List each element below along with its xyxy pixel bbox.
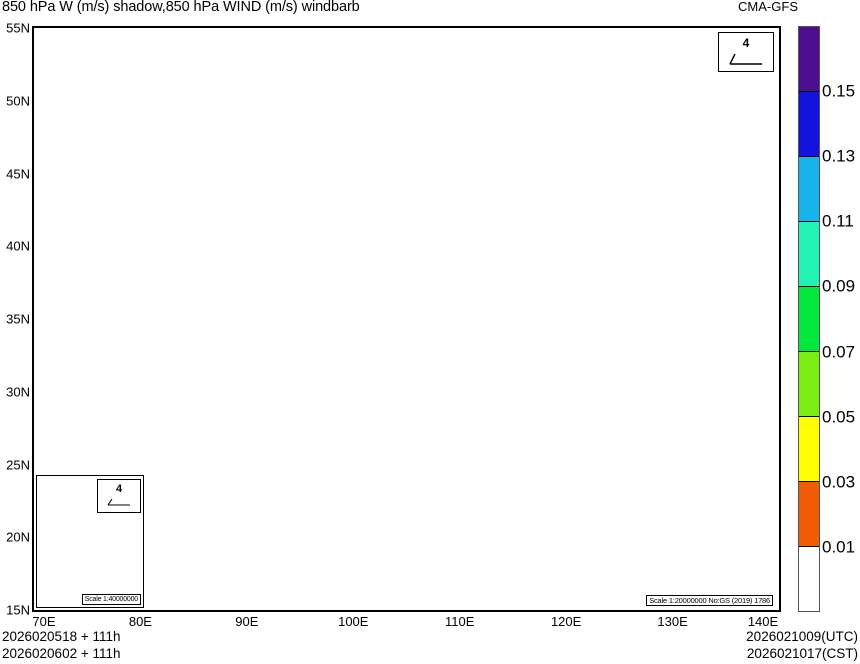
longitude-tick-label: 120E (550, 614, 582, 629)
wind-barb-key: 4 (718, 32, 774, 72)
latitude-tick-label: 25N (6, 457, 30, 472)
colorbar-segment (799, 222, 819, 287)
longitude-tick-label: 90E (235, 614, 259, 629)
inset-wind-barb-key-icon (107, 498, 130, 506)
latitude-tick-label: 50N (6, 93, 30, 109)
colorbar-tick-label: 0.13 (822, 146, 856, 166)
colorbar-segment (799, 287, 819, 352)
longitude-tick-label: 110E (445, 614, 475, 629)
longitude-tick-label: 130E (657, 614, 688, 629)
colorbar-tick-label: 0.15 (822, 81, 856, 101)
longitude-axis: 70E 80E 90E 100E 110E 120E 130E 140E (32, 615, 781, 631)
colorbar-tick-label: 0.07 (822, 342, 856, 362)
model-label: CMA-GFS (738, 0, 798, 14)
colorbar-segment (799, 547, 819, 611)
longitude-tick-label: 100E (338, 614, 369, 629)
colorbar-tick-label: 0.05 (822, 407, 856, 427)
colorbar-segment (799, 482, 819, 547)
inset-scale-label: Scale 1:40000000 (81, 594, 141, 605)
latitude-tick-label: 45N (6, 166, 30, 181)
colorbar[interactable] (798, 26, 820, 612)
wind-barb-key-icon (729, 53, 762, 65)
colorbar-tick-label: 0.01 (822, 537, 856, 557)
colorbar-segment (799, 157, 819, 222)
valid-times: 2026021009(UTC) 2026021017(CST) (746, 628, 858, 662)
colorbar-segment (799, 417, 819, 482)
init-time-2: 2026020602 + 111h (2, 646, 121, 661)
inset-wind-barb-key: 4 (97, 479, 141, 513)
longitude-tick-label: 70E (32, 614, 56, 629)
inset-map[interactable]: 4 Scale 1:40000000 (36, 475, 144, 608)
latitude-tick-label: 35N (6, 311, 30, 327)
inset-wind-barb-key-value: 4 (115, 483, 123, 495)
colorbar-segment (799, 92, 819, 157)
colorbar-segment (799, 27, 819, 92)
map-plot-area[interactable]: 4 Scale 1:20000000 No:GS (2019) 1786 4 S… (32, 26, 781, 612)
colorbar-tick-label: 0.09 (822, 276, 856, 296)
colorbar-tick-label: 0.11 (822, 211, 854, 231)
latitude-tick-label: 20N (6, 529, 30, 545)
latitude-tick-label: 15N (6, 602, 30, 618)
latitude-tick-label: 40N (6, 238, 30, 254)
init-time-1: 2026020518 + 111h (2, 629, 121, 644)
latitude-tick-label: 30N (6, 384, 30, 400)
vertical-velocity-shading (34, 28, 779, 610)
initialization-times: 2026020518 + 111h 2026020602 + 111h (2, 628, 121, 662)
page-title: 850 hPa W (m/s) shadow,850 hPa WIND (m/s… (2, 0, 360, 15)
colorbar-ticks: 0.01 0.03 0.05 0.07 0.09 0.11 0.13 0.15 (822, 26, 860, 612)
colorbar-tick-label: 0.03 (822, 472, 856, 492)
map-scale-label: Scale 1:20000000 No:GS (2019) 1786 (646, 595, 773, 606)
longitude-tick-label: 80E (128, 614, 152, 629)
latitude-axis: 15N 20N 25N 30N 35N 40N 45N 50N 55N (0, 22, 30, 617)
latitude-tick-label: 55N (6, 20, 30, 36)
wind-barb-key-value: 4 (742, 36, 750, 50)
valid-time-cst: 2026021017(CST) (746, 646, 858, 661)
longitude-tick-label: 140E (747, 614, 779, 629)
valid-time-utc: 2026021009(UTC) (746, 629, 858, 644)
colorbar-segment (799, 352, 819, 417)
